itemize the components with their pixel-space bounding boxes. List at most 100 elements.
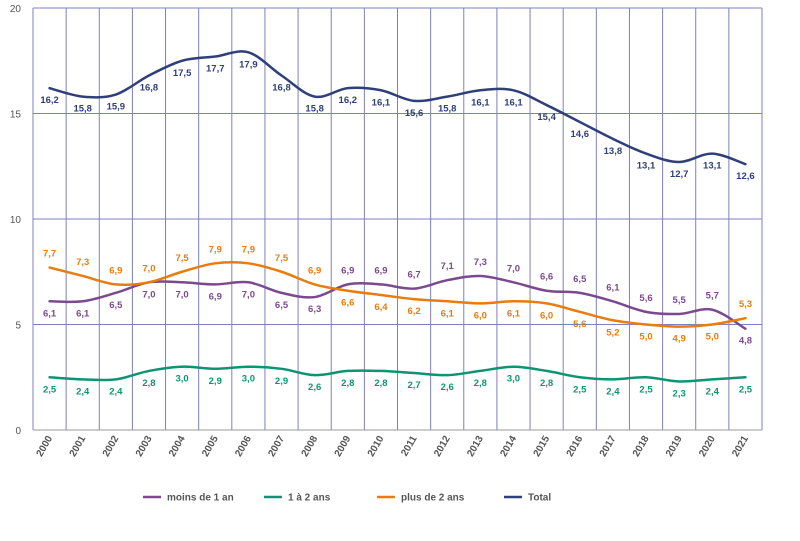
- x-tick-label: 2015: [532, 434, 553, 459]
- data-label: 13,1: [637, 161, 656, 172]
- data-label: 7,0: [176, 289, 189, 300]
- data-label: 2,5: [43, 384, 57, 395]
- data-label: 6,0: [474, 310, 487, 321]
- data-label: 15,6: [405, 108, 424, 119]
- data-label: 2,6: [308, 382, 321, 393]
- x-tick-label: 2010: [366, 434, 387, 459]
- data-label: 2,4: [76, 386, 90, 397]
- x-tick-label: 2004: [167, 434, 188, 459]
- data-label: 15,8: [438, 104, 457, 115]
- data-label: 2,8: [142, 378, 155, 389]
- data-label: 2,5: [573, 384, 587, 395]
- data-label: 17,9: [239, 59, 258, 70]
- data-label: 6,9: [209, 291, 222, 302]
- data-label: 7,9: [242, 244, 255, 255]
- data-label: 17,5: [173, 68, 192, 79]
- data-label: 3,0: [242, 374, 255, 385]
- data-label: 6,9: [109, 265, 122, 276]
- data-label: 7,0: [142, 263, 155, 274]
- x-tick-label: 2008: [300, 434, 321, 459]
- data-label: 16,8: [272, 83, 291, 94]
- y-tick-label: 15: [10, 110, 22, 121]
- data-label: 5,3: [739, 299, 752, 310]
- series-line: [48, 261, 747, 328]
- x-tick-label: 2014: [498, 434, 519, 459]
- data-label: 4,8: [739, 336, 752, 347]
- data-label: 6,6: [341, 298, 354, 309]
- data-label: 13,8: [604, 146, 623, 157]
- y-tick-label: 10: [10, 215, 22, 226]
- data-label: 16,2: [339, 95, 358, 106]
- data-label: 7,3: [474, 257, 487, 268]
- data-label: 12,7: [670, 169, 689, 180]
- data-label: 4,9: [673, 334, 686, 345]
- x-tick-label: 2021: [730, 434, 751, 459]
- data-label: 6,4: [374, 302, 388, 313]
- x-tick-label: 2019: [664, 434, 685, 459]
- data-label: 2,8: [374, 378, 387, 389]
- data-label: 2,7: [407, 380, 420, 391]
- legend-label: plus de 2 ans: [401, 493, 465, 504]
- data-label: 2,9: [275, 376, 288, 387]
- data-label: 7,1: [441, 261, 455, 272]
- data-label: 3,0: [507, 374, 520, 385]
- data-label: 15,8: [73, 104, 92, 115]
- data-label: 5,7: [706, 291, 719, 302]
- data-label: 7,5: [275, 253, 289, 264]
- data-label: 5,6: [639, 293, 652, 304]
- y-axis: 0 5 10 15 20: [10, 4, 22, 437]
- data-label: 2,8: [341, 378, 354, 389]
- data-label: 2,6: [441, 382, 454, 393]
- data-label: 5,0: [706, 332, 719, 343]
- data-label: 6,1: [76, 308, 90, 319]
- x-tick-label: 2009: [333, 434, 354, 459]
- data-label: 16,8: [140, 83, 159, 94]
- series-line: [48, 274, 747, 330]
- data-label: 15,4: [537, 112, 556, 123]
- data-label: 6,1: [507, 308, 521, 319]
- data-label: 5,5: [673, 295, 687, 306]
- data-label: 7,7: [43, 249, 56, 260]
- data-label: 16,1: [504, 97, 523, 108]
- data-label: 6,5: [109, 300, 123, 311]
- data-label: 16,2: [40, 95, 59, 106]
- data-label: 7,9: [209, 244, 222, 255]
- legend-label: Total: [528, 493, 551, 504]
- data-label: 7,5: [176, 253, 190, 264]
- y-tick-label: 20: [10, 4, 22, 15]
- x-tick-label: 2003: [134, 434, 155, 459]
- x-axis: 2000 2001 2002 2003 2004 2005 2006 2007 2008 2009…: [35, 434, 752, 459]
- data-label: 7,3: [76, 257, 89, 268]
- y-tick-label: 0: [15, 426, 21, 437]
- gridlines: [32, 7, 763, 431]
- x-tick-label: 2016: [565, 434, 586, 459]
- data-label: 15,9: [107, 102, 126, 113]
- data-label: 6,7: [407, 270, 420, 281]
- x-tick-label: 2020: [697, 434, 718, 459]
- data-label: 6,1: [43, 308, 57, 319]
- x-tick-label: 2005: [200, 434, 221, 459]
- data-label: 2,8: [540, 378, 553, 389]
- data-label: 6,2: [407, 306, 420, 317]
- x-tick-label: 2006: [233, 434, 254, 459]
- data-label: 6,1: [606, 282, 620, 293]
- data-label: 6,6: [540, 272, 553, 283]
- data-label: 5,6: [573, 319, 586, 330]
- legend-label: 1 à 2 ans: [288, 493, 331, 504]
- data-label: 6,5: [275, 300, 289, 311]
- series-lines: [48, 50, 747, 383]
- data-label: 6,3: [308, 304, 321, 315]
- data-label: 6,5: [573, 274, 587, 285]
- data-label: 3,0: [176, 374, 189, 385]
- data-labels: 16,2 2,5 7,7 6,1 15,8 2,4 7,3 6,1 15,9 2,4 6,9 6,5 1…: [40, 59, 754, 399]
- data-label: 7,0: [242, 289, 255, 300]
- x-tick-label: 2000: [35, 434, 56, 459]
- series-line: [48, 50, 747, 166]
- x-tick-label: 2001: [68, 434, 89, 459]
- data-label: 6,9: [341, 265, 354, 276]
- x-tick-label: 2018: [631, 434, 652, 459]
- data-label: 2,4: [109, 386, 123, 397]
- data-label: 2,5: [639, 384, 653, 395]
- data-label: 14,6: [571, 129, 590, 140]
